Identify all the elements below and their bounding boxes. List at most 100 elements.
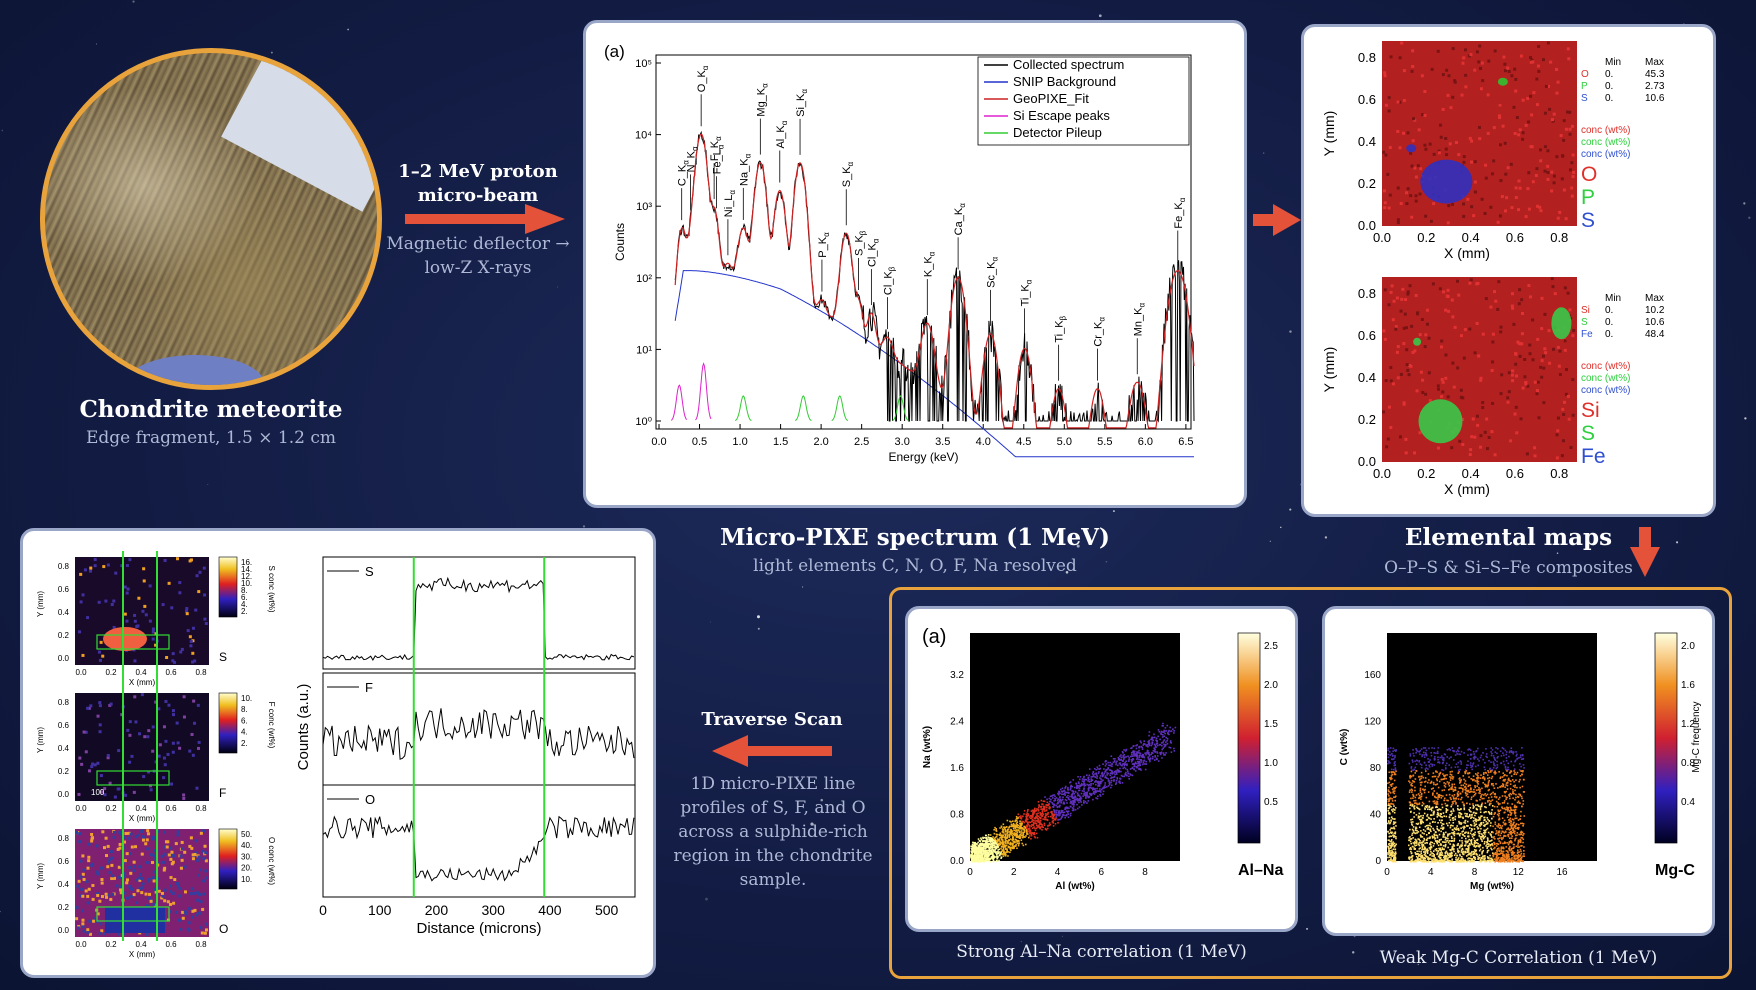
corr-point [1134,754,1136,757]
corr-point [1498,840,1500,842]
corr-point [995,856,997,858]
map-conc-label: conc (wt%) [1581,373,1630,384]
map-pixel [96,912,100,916]
corr-point [1100,791,1102,793]
corr-point [1453,848,1455,850]
map-texture [1562,119,1566,123]
corr-point [985,842,988,844]
corr-point [1451,817,1454,820]
map-texture [1518,128,1522,132]
corr-point [1038,816,1041,819]
corr-point [1472,833,1475,835]
corr-point [1032,815,1034,817]
corr-point [974,852,976,854]
map-texture [1485,447,1489,451]
map-pixel [146,847,150,851]
map-texture [1534,173,1538,177]
corr-point [1157,729,1160,731]
map-texture [1410,164,1414,168]
corr-point [1438,773,1441,775]
corr-point [1519,859,1521,862]
y-tick-label: 10⁴ [635,130,652,142]
corr-point [1136,760,1139,763]
corr-point [1501,795,1504,797]
corr-point [1440,827,1442,830]
corr-point [1420,764,1423,766]
corr-point [1064,794,1066,796]
corr-point [1069,812,1072,815]
peak-label-sub: β [1059,315,1068,320]
corr-point [1522,764,1525,766]
corr-point [1006,831,1009,834]
corr-point [1073,792,1076,795]
corr-point [1432,852,1434,855]
corr-point [1124,763,1127,766]
corr-point [987,846,990,848]
corr-point [1090,784,1092,787]
corr-point [1107,761,1109,764]
corr-point [1418,854,1420,857]
corr-point [1048,797,1051,800]
corr-point [1051,817,1054,820]
map-texture [1481,79,1485,83]
corr-point [1420,781,1423,784]
map-texture [1521,98,1525,102]
corr-point [1072,809,1075,812]
corr-point [989,834,992,836]
map-texture [1535,103,1539,107]
corr-point [1471,850,1473,853]
corr-point [1090,780,1093,783]
corr-point [1138,746,1141,749]
corr-point [1392,843,1395,846]
map-texture [1540,375,1544,379]
corr-point [1485,860,1488,863]
map-row-element: Si [1581,305,1590,316]
corr-point [1048,802,1050,805]
map-texture [1517,208,1521,212]
map-texture [1556,216,1560,220]
peak-label: Cl_Kα [866,238,880,267]
corr-point [1090,787,1093,790]
corr-point [1069,788,1072,791]
corr-point [1409,789,1411,792]
peak-label-sub: α [780,120,789,125]
corr-point [1017,826,1019,829]
corr-point [1094,776,1097,779]
corr-point [978,845,981,848]
corr-point [1495,800,1498,803]
corr-point [1461,796,1463,799]
corr-point [976,847,978,850]
map-texture [1444,376,1448,380]
corr-point [1051,802,1053,804]
corr-point [1006,835,1009,838]
traverse-map-x-tick: 0.0 [75,668,87,677]
corr-point [1067,789,1069,791]
corr-point [1017,824,1020,827]
map-texture [1490,430,1494,434]
corr-point [975,848,977,850]
corr-point [1101,787,1104,790]
corr-point [1096,790,1099,792]
traverse-colorbar-tick: 4. [241,728,248,737]
corr-point [1126,768,1129,771]
corr-point [1393,758,1395,760]
corr-point [1039,822,1042,825]
corr-point [1044,796,1046,798]
corr-point [1138,760,1141,763]
map-texture [1571,378,1575,382]
corr-point [1493,771,1495,774]
map-pixel [170,862,174,866]
corr-point [1031,824,1033,826]
peak-label: Ti_Kα [1020,279,1034,306]
map-pixel [163,852,167,856]
corr-point [1123,764,1126,767]
corr-point [1472,803,1474,805]
pileup-peak [794,395,812,422]
corr-point [1429,824,1431,827]
corr-point [979,843,982,846]
corr-point [988,839,990,841]
map-texture [1572,170,1576,174]
map-y-tick: 0.8 [1358,50,1376,65]
corr-point [1028,816,1031,818]
map-pixel [93,564,97,568]
